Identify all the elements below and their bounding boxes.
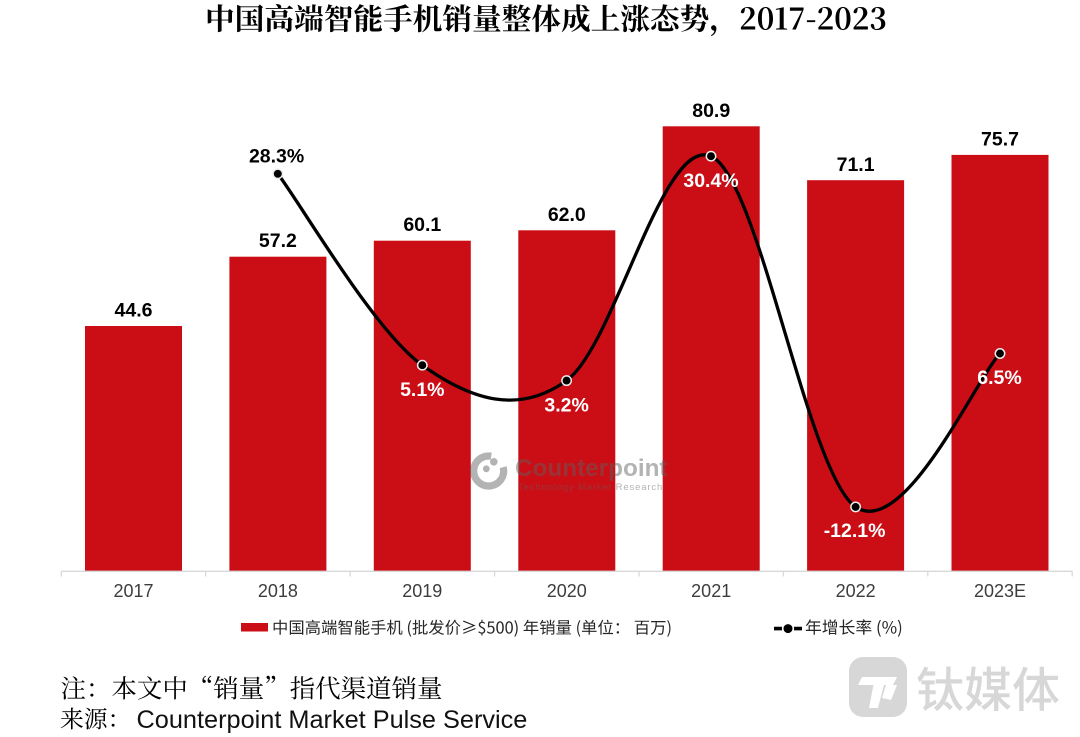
svg-text:80.9: 80.9: [692, 100, 730, 122]
svg-text:75.7: 75.7: [981, 128, 1019, 150]
svg-text:28.3%: 28.3%: [249, 146, 304, 168]
svg-text:Counterpoint Market Pulse Serv: Counterpoint Market Pulse Service: [137, 706, 528, 734]
svg-text:2021: 2021: [691, 581, 731, 601]
svg-text:-12.1%: -12.1%: [824, 520, 886, 542]
svg-text:2022: 2022: [836, 581, 876, 601]
svg-text:5.1%: 5.1%: [400, 379, 444, 401]
svg-text:Counterpoint: Counterpoint: [515, 455, 668, 482]
svg-text:62.0: 62.0: [548, 204, 586, 226]
svg-text:6.5%: 6.5%: [977, 367, 1021, 389]
svg-text:Technology Market Research: Technology Market Research: [518, 482, 663, 493]
svg-text:3.2%: 3.2%: [544, 394, 588, 416]
svg-text:2017: 2017: [113, 581, 153, 601]
svg-text:2018: 2018: [258, 581, 298, 601]
svg-text:2020: 2020: [547, 581, 587, 601]
svg-text:60.1: 60.1: [403, 214, 441, 236]
svg-text:2023E: 2023E: [974, 581, 1026, 601]
svg-text:57.2: 57.2: [259, 230, 297, 252]
svg-text:2019: 2019: [402, 581, 442, 601]
svg-text:44.6: 44.6: [115, 300, 153, 322]
svg-text:71.1: 71.1: [837, 154, 875, 176]
svg-text:30.4%: 30.4%: [683, 170, 738, 192]
